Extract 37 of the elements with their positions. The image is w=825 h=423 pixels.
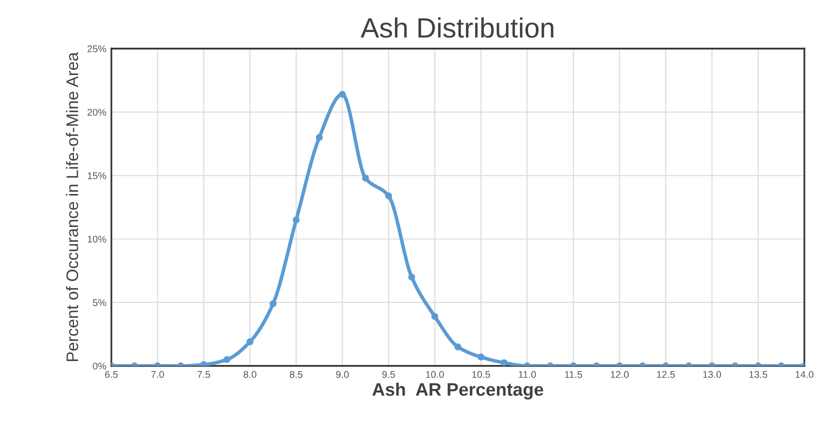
x-tick-label: 7.5 xyxy=(198,371,210,378)
x-tick-label: 12.5 xyxy=(657,371,675,378)
x-tick-label: 10.0 xyxy=(426,371,444,378)
x-axis-title: Ash AR Percentage xyxy=(372,382,544,400)
y-tick-label: 0% xyxy=(92,362,106,370)
x-tick-label: 7.0 xyxy=(151,371,164,378)
y-tick-label: 20% xyxy=(88,108,106,116)
point xyxy=(246,338,254,346)
point xyxy=(478,354,484,360)
y-tick-label: 5% xyxy=(92,299,106,306)
point xyxy=(338,90,346,98)
point xyxy=(292,216,300,224)
x-tick-label: 14.0 xyxy=(796,371,814,378)
x-tick-label: 11.0 xyxy=(518,371,536,378)
y-tick-label: 25% xyxy=(88,45,106,52)
y-tick-label: 15% xyxy=(88,172,106,180)
x-tick-label: 9.0 xyxy=(336,371,349,378)
point xyxy=(408,274,416,281)
x-tick-label: 6.5 xyxy=(105,371,118,378)
point xyxy=(316,134,323,141)
point xyxy=(362,174,369,182)
point xyxy=(431,312,438,320)
y-axis-title: Percent of Occurance in Life-of-Mine Area xyxy=(66,52,78,362)
x-tick-label: 8.5 xyxy=(290,371,303,378)
x-tick-label: 13.0 xyxy=(703,371,722,378)
point xyxy=(500,359,508,366)
x-tick-label: 12.0 xyxy=(610,371,629,378)
x-tick-label: 10.5 xyxy=(472,371,490,378)
x-tick-label: 13.5 xyxy=(749,371,768,378)
chart-title: Ash Distribution xyxy=(360,17,554,38)
x-tick-label: 11.5 xyxy=(565,371,582,378)
x-tick-label: 8.0 xyxy=(244,371,256,378)
y-tick-label: 10% xyxy=(88,236,106,243)
x-tick-label: 9.5 xyxy=(382,371,395,378)
point xyxy=(270,300,277,308)
point xyxy=(385,192,392,200)
point xyxy=(454,343,462,350)
